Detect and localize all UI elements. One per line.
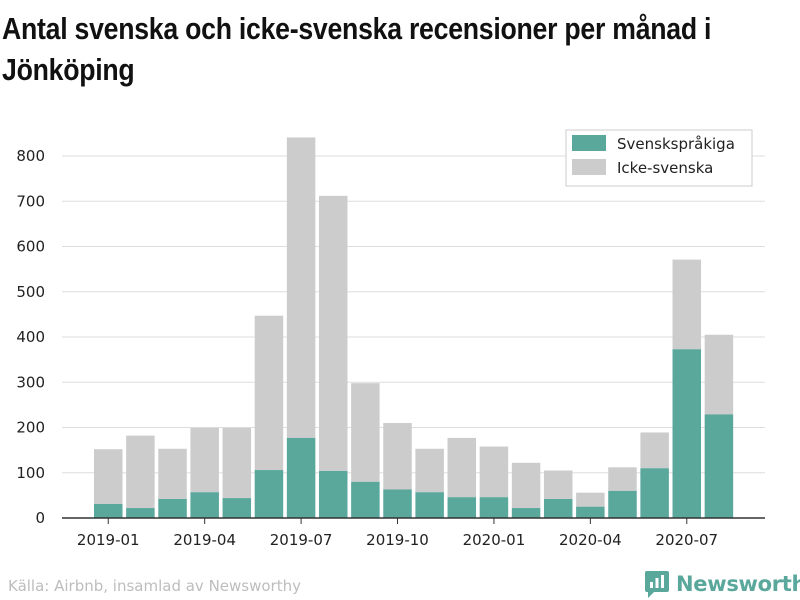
bar-icke-svenska [318, 195, 348, 471]
legend-swatch [572, 159, 606, 175]
legend-label: Icke-svenska [617, 159, 713, 177]
bar-svensksprakiga [672, 349, 702, 518]
bar-svensksprakiga [126, 508, 155, 518]
bar-icke-svenska [447, 437, 477, 498]
bar-svensksprakiga [447, 497, 477, 518]
bar-svensksprakiga [254, 470, 284, 518]
bar-icke-svenska [543, 470, 573, 499]
y-tick-label: 100 [16, 464, 45, 482]
y-tick-label: 0 [35, 509, 45, 527]
bar-svensksprakiga [94, 503, 123, 518]
bar-svensksprakiga [415, 492, 444, 518]
source-note: Källa: Airbnb, insamlad av Newsworthy [8, 577, 301, 595]
x-tick-label: 2019-10 [366, 531, 429, 549]
bar-icke-svenska [672, 259, 702, 350]
bar-svensksprakiga [640, 468, 669, 518]
brand-logo: Newsworthy [644, 569, 800, 599]
bar-icke-svenska [94, 449, 123, 504]
bar-icke-svenska [351, 383, 380, 482]
bar-icke-svenska [640, 432, 669, 469]
bar-svensksprakiga [318, 470, 348, 518]
bar-svensksprakiga [190, 492, 219, 518]
x-tick-label: 2020-07 [655, 531, 718, 549]
bar-svensksprakiga [222, 498, 252, 518]
x-tick-label: 2019-07 [270, 531, 333, 549]
y-tick-label: 300 [16, 373, 45, 391]
bar-svensksprakiga [576, 506, 605, 518]
legend-label: Svenskspråkiga [617, 135, 735, 153]
bar-icke-svenska [608, 467, 637, 491]
y-tick-label: 400 [16, 328, 45, 346]
bar-svensksprakiga [704, 414, 734, 518]
bar-icke-svenska [126, 435, 155, 509]
bar-icke-svenska [383, 422, 412, 490]
newsworthy-logo-icon [645, 571, 669, 598]
bar-icke-svenska [254, 315, 284, 471]
bar-icke-svenska [222, 427, 252, 499]
bar-svensksprakiga [383, 489, 412, 518]
x-tick-label: 2020-01 [463, 531, 526, 549]
bar-svensksprakiga [479, 497, 509, 518]
bar-icke-svenska [190, 427, 219, 493]
chart-title: Antal svenska och icke-svenska recension… [2, 11, 712, 87]
bar-icke-svenska [158, 448, 187, 499]
bar-svensksprakiga [543, 498, 573, 518]
bar-svensksprakiga [351, 481, 380, 518]
bar-svensksprakiga [511, 508, 541, 518]
y-tick-label: 700 [16, 192, 45, 210]
bar-icke-svenska [576, 492, 605, 507]
x-tick-label: 2019-04 [173, 531, 236, 549]
y-tick-label: 600 [16, 238, 45, 256]
bar-icke-svenska [511, 462, 541, 509]
legend-box [565, 129, 753, 187]
y-tick-label: 200 [16, 419, 45, 437]
bar-icke-svenska [704, 334, 734, 415]
x-tick-label: 2020-04 [559, 531, 622, 549]
bar-svensksprakiga [158, 498, 187, 518]
brand-name: Newsworthy [676, 572, 800, 596]
bar-svensksprakiga [286, 437, 316, 518]
x-tick-label: 2019-01 [77, 531, 140, 549]
legend-swatch [572, 135, 606, 151]
bar-icke-svenska [286, 137, 316, 438]
bar-icke-svenska [415, 448, 444, 493]
y-tick-label: 500 [16, 283, 45, 301]
bar-icke-svenska [479, 446, 509, 498]
y-tick-label: 800 [16, 147, 45, 165]
bar-svensksprakiga [608, 490, 637, 518]
